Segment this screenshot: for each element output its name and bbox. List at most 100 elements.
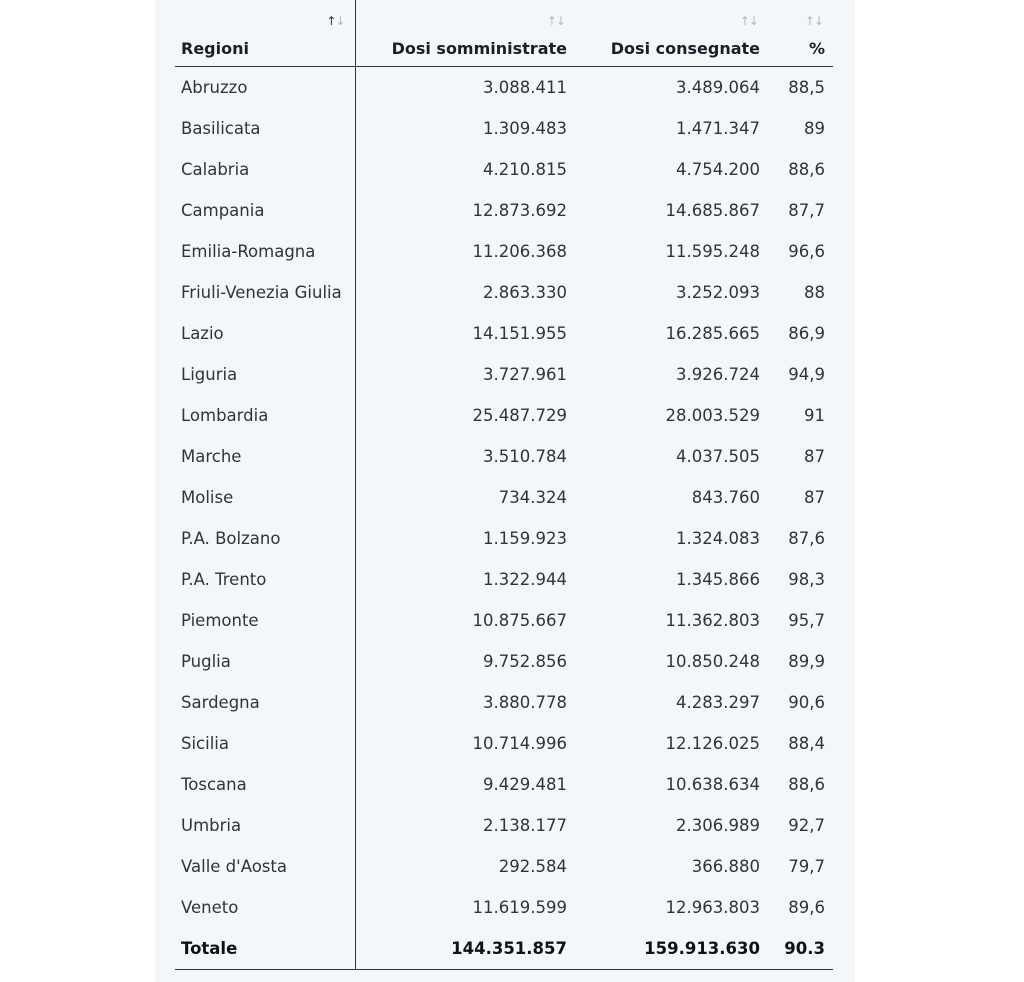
region-cell: Sicilia (175, 723, 356, 764)
administered-cell: 11.206.368 (472, 242, 567, 261)
delivered-cell: 11.362.803 (665, 611, 760, 630)
percent-cell: 88,6 (788, 160, 825, 179)
administered-cell: 11.619.599 (472, 898, 567, 917)
administered-cell: 3.510.784 (483, 447, 567, 466)
sort-icon[interactable]: ↑↓ (739, 14, 759, 28)
percent-cell: 90,6 (788, 693, 825, 712)
administered-cell: 14.151.955 (472, 324, 567, 343)
administered-cell: 2.863.330 (483, 283, 567, 302)
percent-cell: 91 (804, 406, 825, 425)
vaccine-doses-table: ↑↓ Regioni ↑↓ Dosi somministrate ↑↓ Dosi… (175, 0, 833, 970)
administered-cell: 1.322.944 (483, 570, 567, 589)
delivered-cell: 16.285.665 (665, 324, 760, 343)
table-row: Liguria 3.727.961 3.926.724 94,9 (175, 354, 833, 395)
administered-cell: 2.138.177 (483, 816, 567, 835)
percent-cell: 89,6 (788, 898, 825, 917)
column-header-delivered-doses[interactable]: ↑↓ Dosi consegnate (575, 0, 768, 67)
table-body: Abruzzo 3.088.411 3.489.064 88,5 Basilic… (175, 66, 833, 970)
percent-cell: 88 (804, 283, 825, 302)
table-row: Friuli-Venezia Giulia 2.863.330 3.252.09… (175, 272, 833, 313)
region-cell: Basilicata (175, 108, 356, 149)
region-cell: Molise (175, 477, 356, 518)
region-cell: Friuli-Venezia Giulia (175, 272, 356, 313)
delivered-cell: 1.345.866 (676, 570, 760, 589)
region-cell: Piemonte (175, 600, 356, 641)
percent-cell: 88,6 (788, 775, 825, 794)
table-row: Lombardia 25.487.729 28.003.529 91 (175, 395, 833, 436)
table-row: Lazio 14.151.955 16.285.665 86,9 (175, 313, 833, 354)
region-cell: Emilia-Romagna (175, 231, 356, 272)
total-percent: 90.3 (768, 928, 833, 970)
table-row: Toscana 9.429.481 10.638.634 88,6 (175, 764, 833, 805)
column-header-administered-doses[interactable]: ↑↓ Dosi somministrate (355, 0, 575, 67)
region-cell: Lazio (175, 313, 356, 354)
administered-cell: 9.752.856 (483, 652, 567, 671)
column-header-regions[interactable]: ↑↓ Regioni (175, 0, 356, 67)
delivered-cell: 4.283.297 (676, 693, 760, 712)
sort-icon[interactable]: ↑↓ (546, 14, 566, 28)
percent-cell: 88,5 (788, 78, 825, 97)
delivered-cell: 4.754.200 (676, 160, 760, 179)
delivered-cell: 1.471.347 (676, 119, 760, 138)
region-cell: Valle d'Aosta (175, 846, 356, 887)
administered-cell: 292.584 (498, 857, 567, 876)
percent-cell: 96,6 (788, 242, 825, 261)
percent-cell: 86,9 (788, 324, 825, 343)
delivered-cell: 10.850.248 (665, 652, 760, 671)
region-cell: Sardegna (175, 682, 356, 723)
administered-cell: 3.880.778 (483, 693, 567, 712)
table-row: Valle d'Aosta 292.584 366.880 79,7 (175, 846, 833, 887)
delivered-cell: 3.489.064 (676, 78, 760, 97)
delivered-cell: 366.880 (691, 857, 760, 876)
table-row: Sardegna 3.880.778 4.283.297 90,6 (175, 682, 833, 723)
percent-cell: 94,9 (788, 365, 825, 384)
delivered-cell: 1.324.083 (676, 529, 760, 548)
delivered-cell: 28.003.529 (665, 406, 760, 425)
administered-cell: 10.714.996 (472, 734, 567, 753)
table-row: Veneto 11.619.599 12.963.803 89,6 (175, 887, 833, 928)
sort-icon[interactable]: ↑↓ (326, 14, 345, 28)
table-row: Sicilia 10.714.996 12.126.025 88,4 (175, 723, 833, 764)
region-cell: Marche (175, 436, 356, 477)
percent-cell: 89 (804, 119, 825, 138)
administered-cell: 12.873.692 (472, 201, 567, 220)
table-row: Piemonte 10.875.667 11.362.803 95,7 (175, 600, 833, 641)
region-cell: Lombardia (175, 395, 356, 436)
delivered-cell: 843.760 (691, 488, 760, 507)
percent-cell: 79,7 (788, 857, 825, 876)
sort-icon[interactable]: ↑↓ (804, 14, 824, 28)
region-cell: Abruzzo (175, 66, 356, 108)
column-header-label: Dosi consegnate (610, 39, 760, 58)
delivered-cell: 14.685.867 (665, 201, 760, 220)
total-delivered: 159.913.630 (575, 928, 768, 970)
percent-cell: 88,4 (788, 734, 825, 753)
total-row: Totale 144.351.857 159.913.630 90.3 (175, 928, 833, 970)
column-header-label: Dosi somministrate (391, 39, 567, 58)
delivered-cell: 11.595.248 (665, 242, 760, 261)
delivered-cell: 12.963.803 (665, 898, 760, 917)
delivered-cell: 12.126.025 (665, 734, 760, 753)
administered-cell: 3.727.961 (483, 365, 567, 384)
table-row: Umbria 2.138.177 2.306.989 92,7 (175, 805, 833, 846)
region-cell: P.A. Bolzano (175, 518, 356, 559)
administered-cell: 1.309.483 (483, 119, 567, 138)
table-row: Marche 3.510.784 4.037.505 87 (175, 436, 833, 477)
percent-cell: 95,7 (788, 611, 825, 630)
delivered-cell: 3.926.724 (676, 365, 760, 384)
percent-cell: 87,7 (788, 201, 825, 220)
table-row: Calabria 4.210.815 4.754.200 88,6 (175, 149, 833, 190)
table-row: P.A. Bolzano 1.159.923 1.324.083 87,6 (175, 518, 833, 559)
table-row: Emilia-Romagna 11.206.368 11.595.248 96,… (175, 231, 833, 272)
percent-cell: 87,6 (788, 529, 825, 548)
region-cell: Liguria (175, 354, 356, 395)
column-header-label: Regioni (181, 39, 249, 58)
percent-cell: 89,9 (788, 652, 825, 671)
administered-cell: 4.210.815 (483, 160, 567, 179)
region-cell: Umbria (175, 805, 356, 846)
region-cell: Puglia (175, 641, 356, 682)
delivered-cell: 10.638.634 (665, 775, 760, 794)
table-row: Molise 734.324 843.760 87 (175, 477, 833, 518)
column-header-percent[interactable]: ↑↓ % (768, 0, 833, 67)
table-header: ↑↓ Regioni ↑↓ Dosi somministrate ↑↓ Dosi… (175, 0, 833, 67)
region-cell: Calabria (175, 149, 356, 190)
